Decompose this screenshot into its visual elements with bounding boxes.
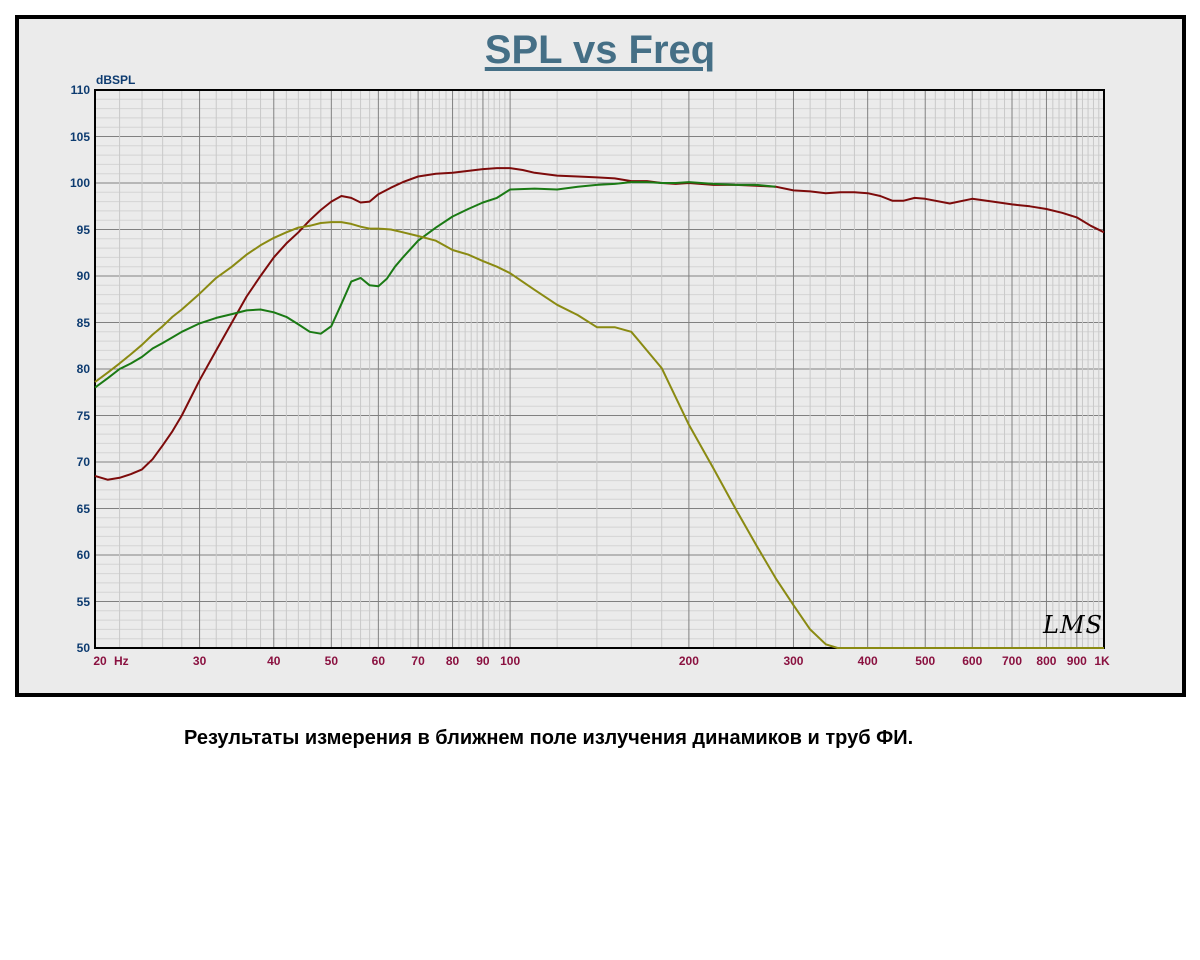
- y-axis-label: dBSPL: [96, 73, 136, 87]
- y-tick-label: 75: [76, 408, 90, 423]
- x-tick-label: 300: [783, 654, 804, 668]
- x-tick-label: 50: [324, 654, 338, 668]
- caption: Результаты измерения в ближнем поле излу…: [184, 727, 914, 749]
- x-tick-label: 20: [93, 654, 107, 668]
- x-tick-label: 600: [962, 654, 983, 668]
- y-tick-label: 80: [76, 362, 90, 376]
- y-tick-label: 70: [76, 455, 90, 469]
- y-tick-label: 55: [76, 594, 90, 609]
- x-tick-label: 30: [192, 654, 207, 668]
- series-line-3: [94, 221, 1104, 649]
- x-tick-label: 70: [411, 654, 425, 668]
- x-tick-label: 60: [371, 654, 386, 668]
- x-tick-label: 900: [1066, 654, 1087, 668]
- x-axis-unit: Hz: [114, 654, 129, 668]
- y-tick-label: 100: [69, 176, 90, 190]
- y-tick-label: 85: [76, 315, 90, 330]
- x-tick-label: 1K: [1094, 654, 1110, 668]
- chart-title: SPL vs Freq: [484, 28, 716, 72]
- y-tick-label: 105: [69, 129, 90, 144]
- y-tick-label: 95: [76, 222, 90, 237]
- series-layer: [94, 167, 1105, 649]
- plot-border: [94, 89, 1105, 649]
- x-tick-label: 200: [678, 654, 699, 668]
- x-tick-label: 90: [476, 654, 490, 668]
- x-tick-label: 700: [1001, 654, 1023, 668]
- series-line-2: [94, 181, 776, 389]
- y-tick-label: 90: [76, 269, 90, 283]
- grid-lines: [94, 89, 1104, 649]
- lms-watermark: LMS: [1043, 611, 1103, 639]
- y-tick-label: 50: [76, 641, 90, 655]
- x-tick-label: 40: [267, 654, 281, 668]
- x-tick-label: 500: [915, 654, 936, 668]
- x-tick-label: 80: [445, 654, 460, 668]
- y-tick-label: 65: [76, 501, 90, 516]
- y-tick-label: 110: [70, 83, 90, 97]
- x-tick-label: 400: [857, 654, 878, 668]
- series-line-1: [94, 167, 1105, 481]
- x-tick-label: 100: [500, 654, 521, 668]
- y-tick-label: 60: [76, 548, 90, 562]
- x-tick-label: 800: [1036, 654, 1057, 668]
